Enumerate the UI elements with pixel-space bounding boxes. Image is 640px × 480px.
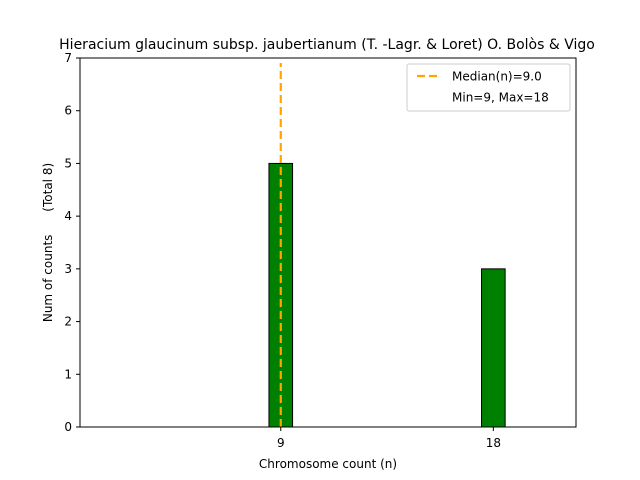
legend-minmax-label: Min=9, Max=18 bbox=[452, 91, 549, 105]
y-tick-label: 1 bbox=[64, 367, 72, 381]
plot-area bbox=[268, 63, 506, 428]
y-axis-label: Num of counts (Total 8) bbox=[41, 163, 55, 322]
y-axis-label-total: (Total 8) bbox=[41, 163, 55, 212]
y-tick-label: 4 bbox=[64, 209, 72, 223]
legend-median-label: Median(n)=9.0 bbox=[452, 70, 542, 84]
legend: Median(n)=9.0 Min=9, Max=18 bbox=[406, 63, 571, 112]
y-tick-label: 7 bbox=[64, 51, 72, 65]
y-tick-label: 2 bbox=[64, 315, 72, 329]
x-axis-label: Chromosome count (n) bbox=[259, 457, 397, 471]
legend-box bbox=[406, 63, 571, 112]
axis-ticks: 9 18 0 1 2 3 4 5 6 7 bbox=[64, 51, 501, 450]
axes-frame bbox=[79, 57, 577, 428]
y-tick-label: 6 bbox=[64, 104, 72, 118]
x-tick-label: 9 bbox=[277, 436, 285, 450]
y-tick-label: 3 bbox=[64, 262, 72, 276]
y-tick-label: 0 bbox=[64, 420, 72, 434]
bar-18 bbox=[481, 268, 506, 428]
y-tick-label: 5 bbox=[64, 156, 72, 170]
x-tick-label: 18 bbox=[486, 436, 501, 450]
y-axis-label-main: Num of counts bbox=[41, 235, 55, 323]
chart-title: Hieracium glaucinum subsp. jaubertianum … bbox=[59, 37, 595, 53]
